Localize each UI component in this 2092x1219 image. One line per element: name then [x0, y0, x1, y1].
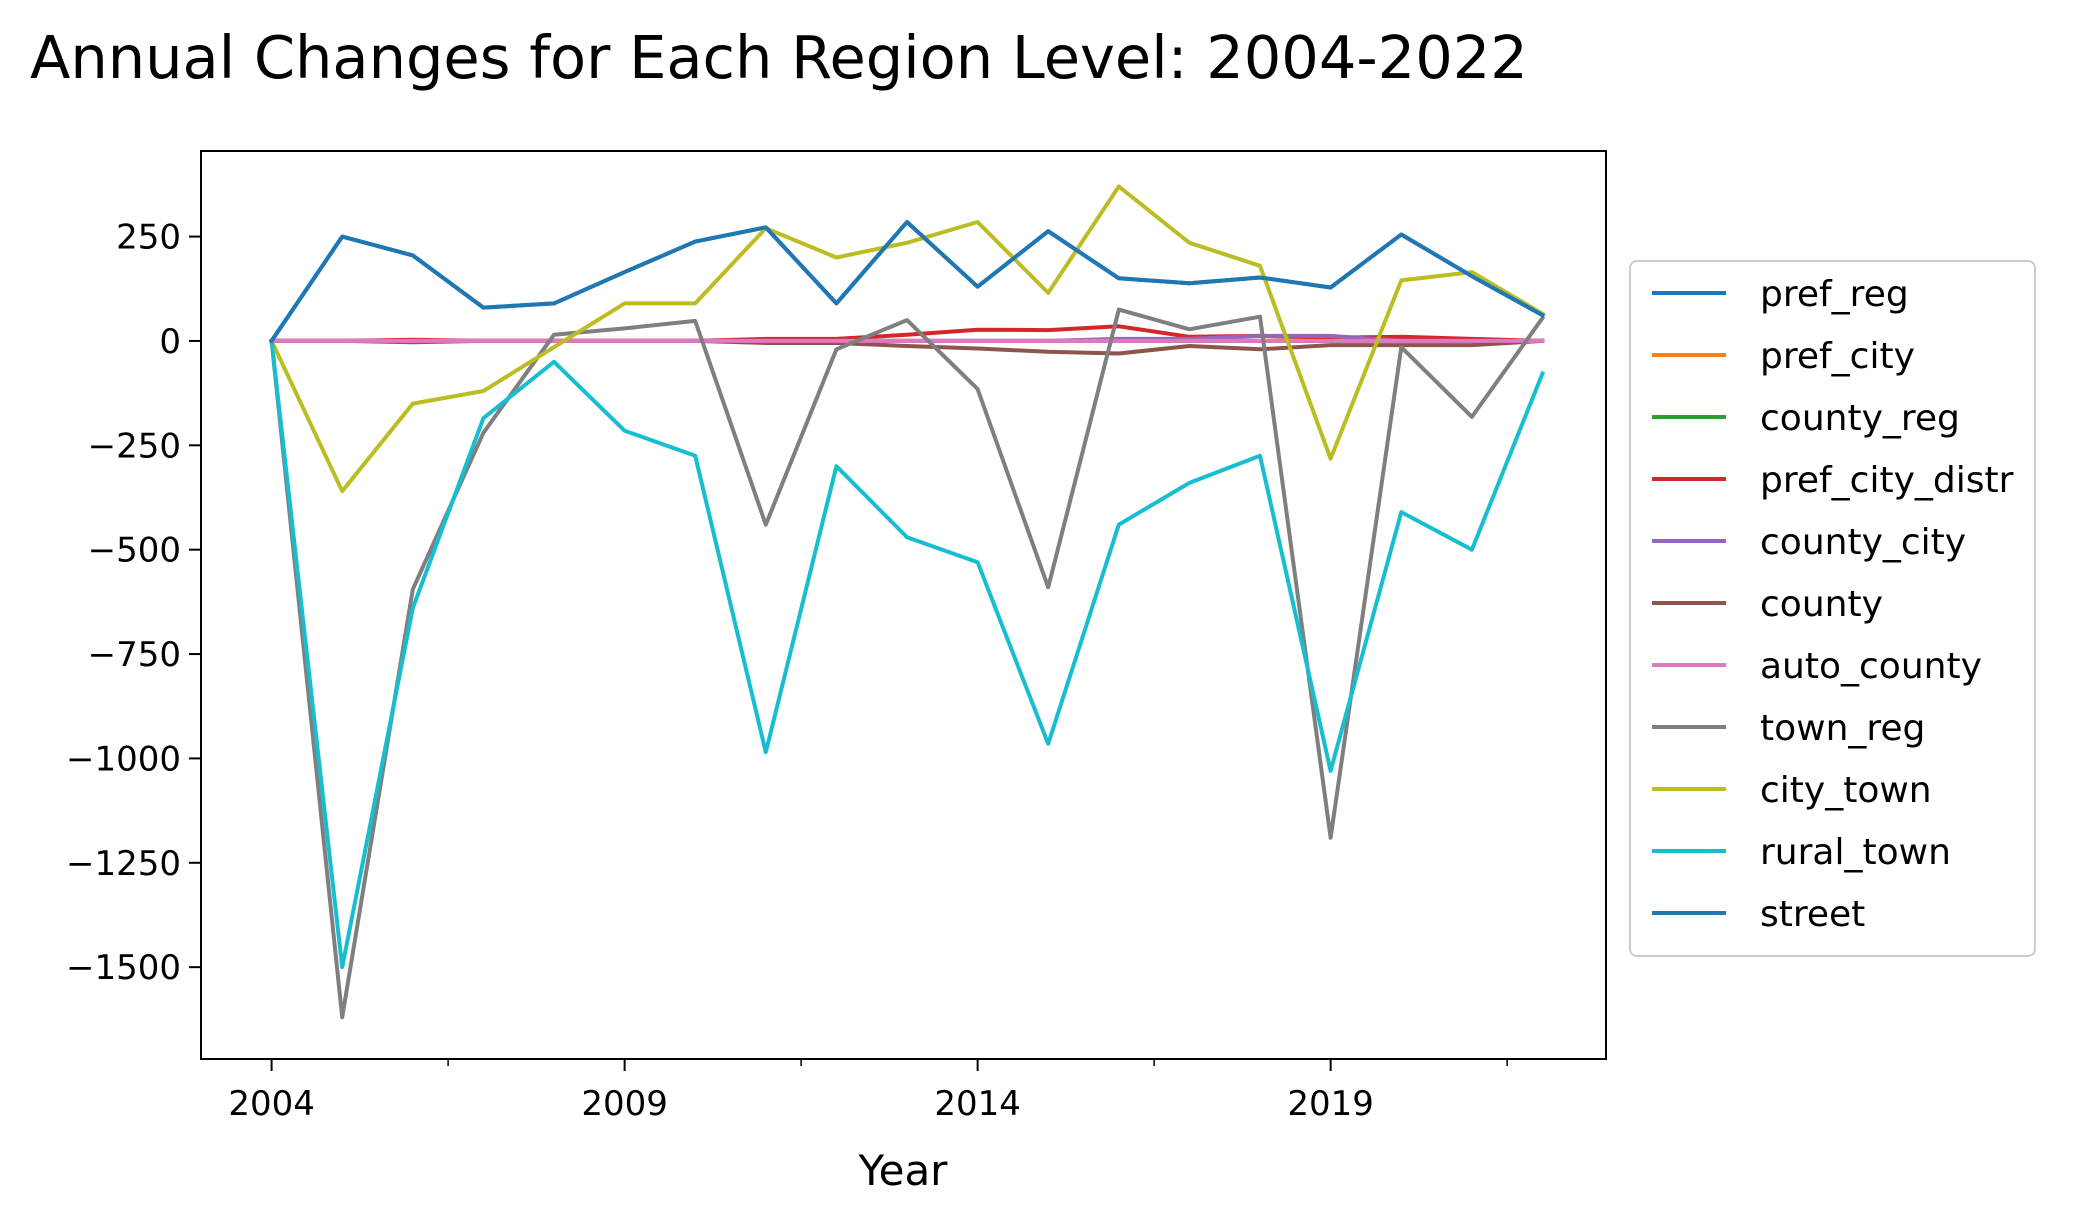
legend: pref_reg pref_city county_reg pref_city_dis… [1629, 260, 2036, 957]
series-line-street [268, 220, 1546, 344]
legend-label: county_reg [1760, 398, 1960, 439]
legend-label: town_reg [1760, 708, 1925, 749]
x-tick-label: 2004 [228, 1084, 315, 1124]
chart-title: Annual Changes for Each Region Level: 20… [30, 23, 1528, 92]
y-tick-label: −750 [88, 635, 181, 675]
x-tick-label: 2009 [581, 1084, 668, 1124]
y-axis: 250 0 −250 −500 −750 −1000 −1250 −1500 [66, 218, 201, 988]
y-tick-label: −250 [88, 426, 181, 466]
y-tick-label: 250 [116, 218, 181, 258]
legend-label: auto_county [1760, 646, 1982, 687]
plot-area [200, 150, 1607, 1060]
series-line-city-town [268, 184, 1546, 494]
y-tick-label: −500 [88, 531, 181, 571]
legend-label: pref_reg [1760, 274, 1909, 315]
legend-label: pref_city_distr [1760, 460, 2014, 501]
legend-label: street [1760, 894, 1865, 935]
plot-frame [200, 150, 1607, 1060]
series-lines [268, 184, 1546, 1020]
legend-label: county_city [1760, 522, 1966, 563]
legend-label: county [1760, 584, 1883, 625]
legend-label: pref_city [1760, 336, 1915, 377]
x-axis-title: Year [858, 1146, 949, 1195]
y-tick-label: −1500 [66, 948, 181, 988]
legend-label: rural_town [1760, 832, 1951, 873]
y-tick-label: −1000 [66, 739, 181, 779]
legend-box [1629, 260, 2036, 957]
series-line-rural-town [269, 338, 1546, 970]
x-axis: 2004 2009 2014 2019 [228, 1059, 1508, 1124]
series-line-town-reg [269, 307, 1546, 1020]
series-line-pref-reg [268, 220, 1546, 344]
y-tick-label: −1250 [66, 844, 181, 884]
x-tick-label: 2014 [934, 1084, 1021, 1124]
y-tick-label: 0 [159, 322, 181, 362]
x-tick-label: 2019 [1287, 1084, 1374, 1124]
legend-label: city_town [1760, 770, 1932, 811]
